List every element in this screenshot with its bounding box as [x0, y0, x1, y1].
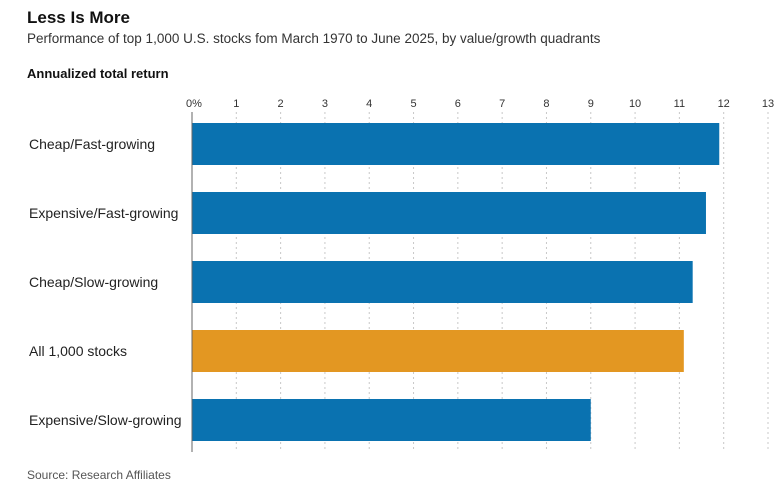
tick-label: 8 [543, 98, 549, 110]
tick-label: 7 [499, 98, 505, 110]
bars [192, 123, 720, 441]
tick-label: 13 [762, 98, 774, 110]
tick-label: 3 [322, 98, 328, 110]
tick-label: 6 [455, 98, 461, 110]
tick-label: 9 [588, 98, 594, 110]
tick-label: 0% [186, 98, 202, 110]
category-label: Cheap/Slow-growing [29, 274, 158, 290]
tick-label: 12 [718, 98, 730, 110]
tick-label: 5 [410, 98, 416, 110]
tick-label: 1 [233, 98, 239, 110]
axis-title: Annualized total return [27, 66, 169, 81]
category-label: Expensive/Slow-growing [29, 412, 182, 428]
tick-label: 11 [674, 98, 685, 110]
bar [192, 330, 684, 372]
bar [192, 261, 693, 303]
tick-label: 2 [278, 98, 284, 110]
tick-labels: 0% 1 2 3 4 5 6 7 8 9 10 11 12 13 [186, 98, 774, 110]
bar [192, 123, 720, 165]
bar [192, 399, 591, 441]
category-label: Expensive/Fast-growing [29, 205, 178, 221]
bar [192, 192, 706, 234]
tick-label: 10 [629, 98, 641, 110]
chart-subtitle: Performance of top 1,000 U.S. stocks fom… [27, 31, 601, 46]
tick-label: 4 [366, 98, 372, 110]
category-label: Cheap/Fast-growing [29, 136, 155, 152]
category-label: All 1,000 stocks [29, 343, 127, 359]
chart-title: Less Is More [27, 8, 130, 27]
category-labels: Cheap/Fast-growing Expensive/Fast-growing… [29, 136, 182, 428]
source-note: Source: Research Affiliates [27, 468, 171, 482]
